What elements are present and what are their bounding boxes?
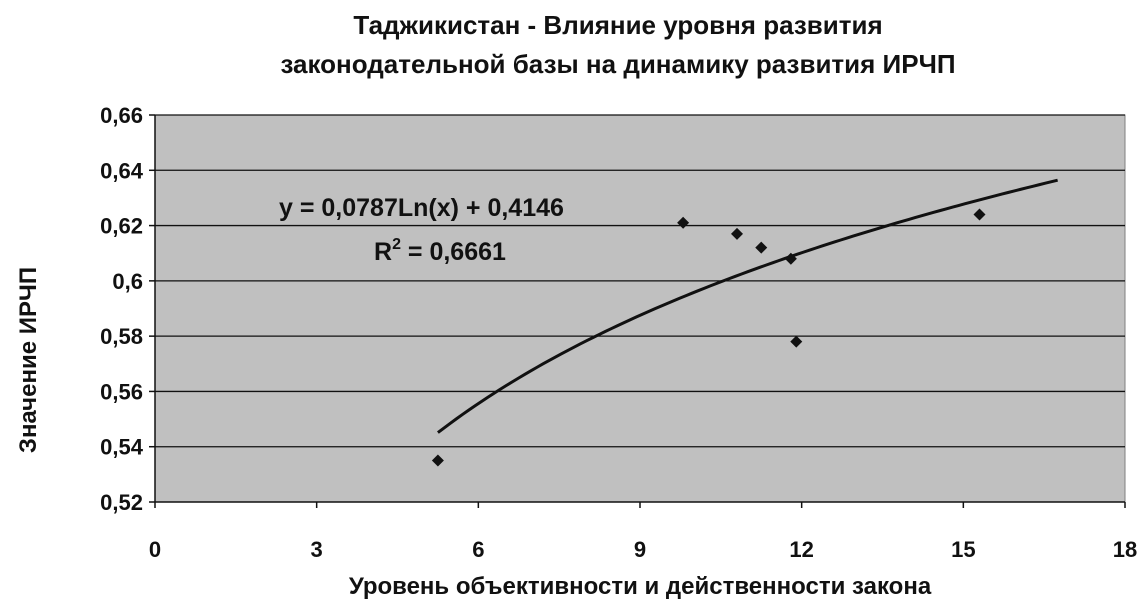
data-point xyxy=(790,335,803,348)
trendline-group xyxy=(437,178,1058,434)
data-point xyxy=(677,216,690,229)
y-tick-label: 0,64 xyxy=(100,158,144,183)
y-tick-label: 0,62 xyxy=(100,214,143,239)
x-tick-label: 0 xyxy=(149,537,161,562)
data-point xyxy=(784,252,797,265)
x-axis-label: Уровень объективности и действенности за… xyxy=(349,573,932,600)
y-axis-label: Значение ИРЧП xyxy=(15,267,42,453)
axes xyxy=(149,114,1126,508)
x-tick-label: 9 xyxy=(634,537,646,562)
plot-background xyxy=(154,114,1126,503)
x-tick-label: 15 xyxy=(951,537,975,562)
x-tick-label: 3 xyxy=(311,537,323,562)
gridlines xyxy=(155,114,1125,448)
y-tick-label: 0,58 xyxy=(100,324,143,349)
y-tick-label: 0,66 xyxy=(100,103,143,128)
tick-labels: 0,52 0,54 0,56 0,58 0,6 0,62 0,64 0,66 0 3 6 9 12 15 1… xyxy=(100,103,1137,562)
y-tick-label: 0,54 xyxy=(100,435,144,460)
data-point xyxy=(755,241,768,254)
trendline-equation: y = 0,0787Ln(x) + 0,4146 xyxy=(279,194,564,222)
chart-title-line-2: законодательной базы на динамику развити… xyxy=(280,49,955,79)
data-point xyxy=(973,208,986,221)
y-tick-label: 0,52 xyxy=(100,490,143,515)
r-squared-prefix: R xyxy=(374,238,392,266)
y-tick-label: 0,6 xyxy=(112,269,143,294)
trendline xyxy=(437,178,1058,434)
data-points xyxy=(431,208,986,467)
data-point xyxy=(731,227,743,240)
x-tick-label: 6 xyxy=(472,537,484,562)
r-squared-superscript: 2 xyxy=(392,236,401,253)
x-tick-label: 12 xyxy=(789,537,813,562)
chart-title-line-1: Таджикистан - Влияние уровня развития xyxy=(353,10,882,40)
trendline-r-squared: R2 = 0,6661 xyxy=(374,236,506,266)
plot-area xyxy=(154,114,1126,503)
y-tick-label: 0,56 xyxy=(100,379,143,404)
x-tick-label: 18 xyxy=(1113,537,1137,562)
r-squared-value: = 0,6661 xyxy=(401,238,506,266)
data-point xyxy=(431,454,444,467)
